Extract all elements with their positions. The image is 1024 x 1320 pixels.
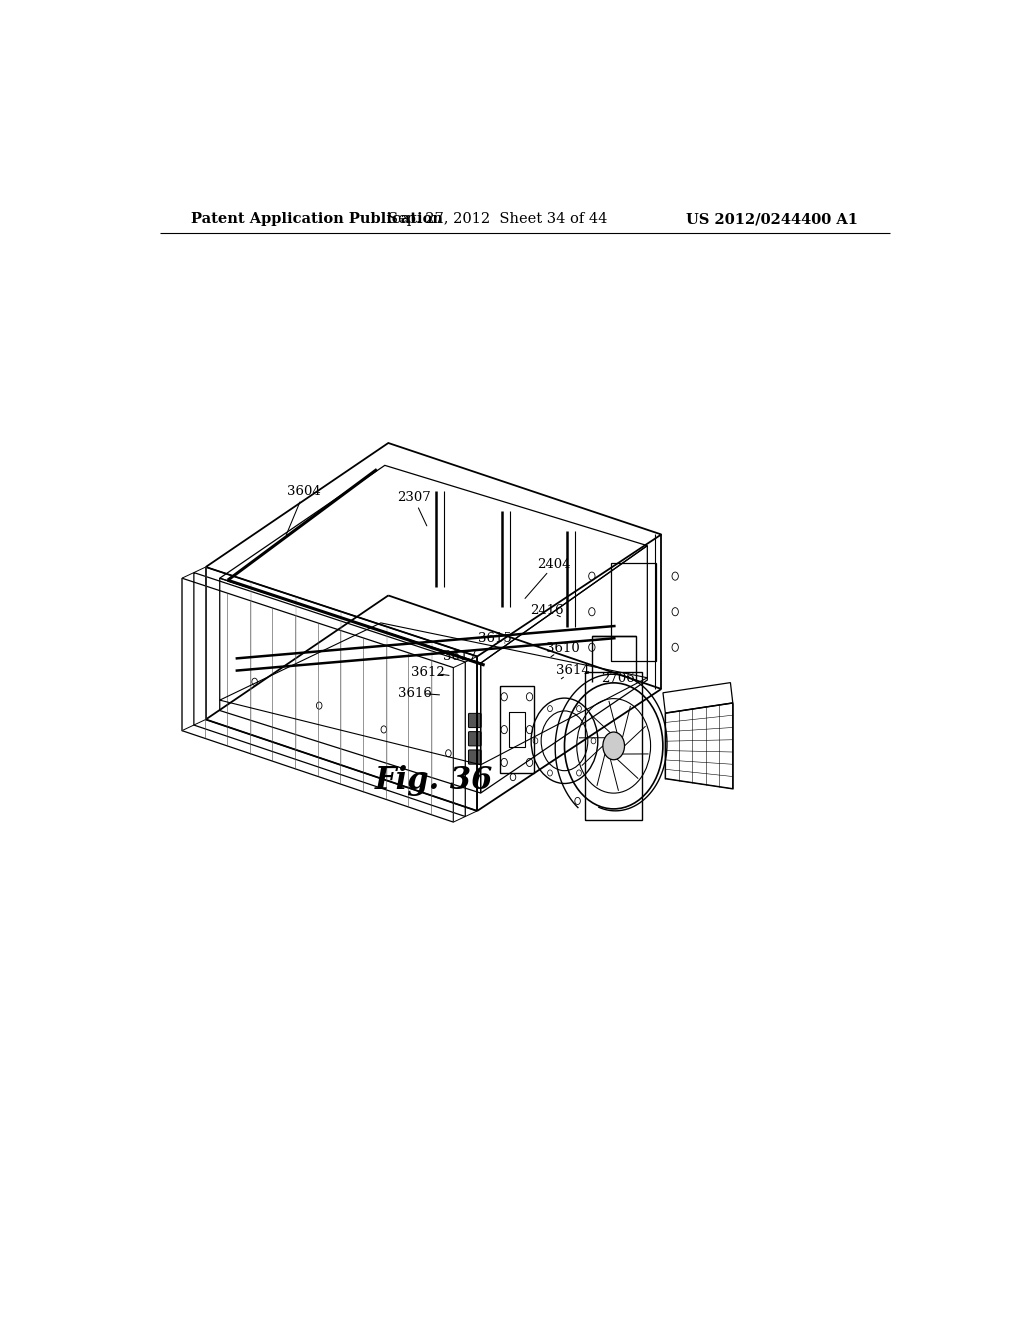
Text: Sep. 27, 2012  Sheet 34 of 44: Sep. 27, 2012 Sheet 34 of 44 xyxy=(388,213,607,227)
Text: 3612: 3612 xyxy=(411,667,444,680)
Text: 2307: 2307 xyxy=(397,491,430,504)
FancyBboxPatch shape xyxy=(468,713,481,727)
Text: 3604: 3604 xyxy=(288,486,322,498)
Text: 2416: 2416 xyxy=(530,605,564,618)
Text: 3615: 3615 xyxy=(478,632,512,644)
FancyBboxPatch shape xyxy=(468,731,481,746)
Circle shape xyxy=(603,733,625,760)
FancyBboxPatch shape xyxy=(468,750,481,764)
Text: 3616: 3616 xyxy=(398,686,432,700)
Text: 3617: 3617 xyxy=(442,649,476,663)
Text: Fig. 36: Fig. 36 xyxy=(375,764,493,796)
Text: 2404: 2404 xyxy=(538,558,571,572)
Text: 2706: 2706 xyxy=(601,672,635,685)
Text: 3610: 3610 xyxy=(546,642,580,655)
Text: Patent Application Publication: Patent Application Publication xyxy=(191,213,443,227)
Text: US 2012/0244400 A1: US 2012/0244400 A1 xyxy=(686,213,858,227)
Text: 3614: 3614 xyxy=(556,664,589,677)
